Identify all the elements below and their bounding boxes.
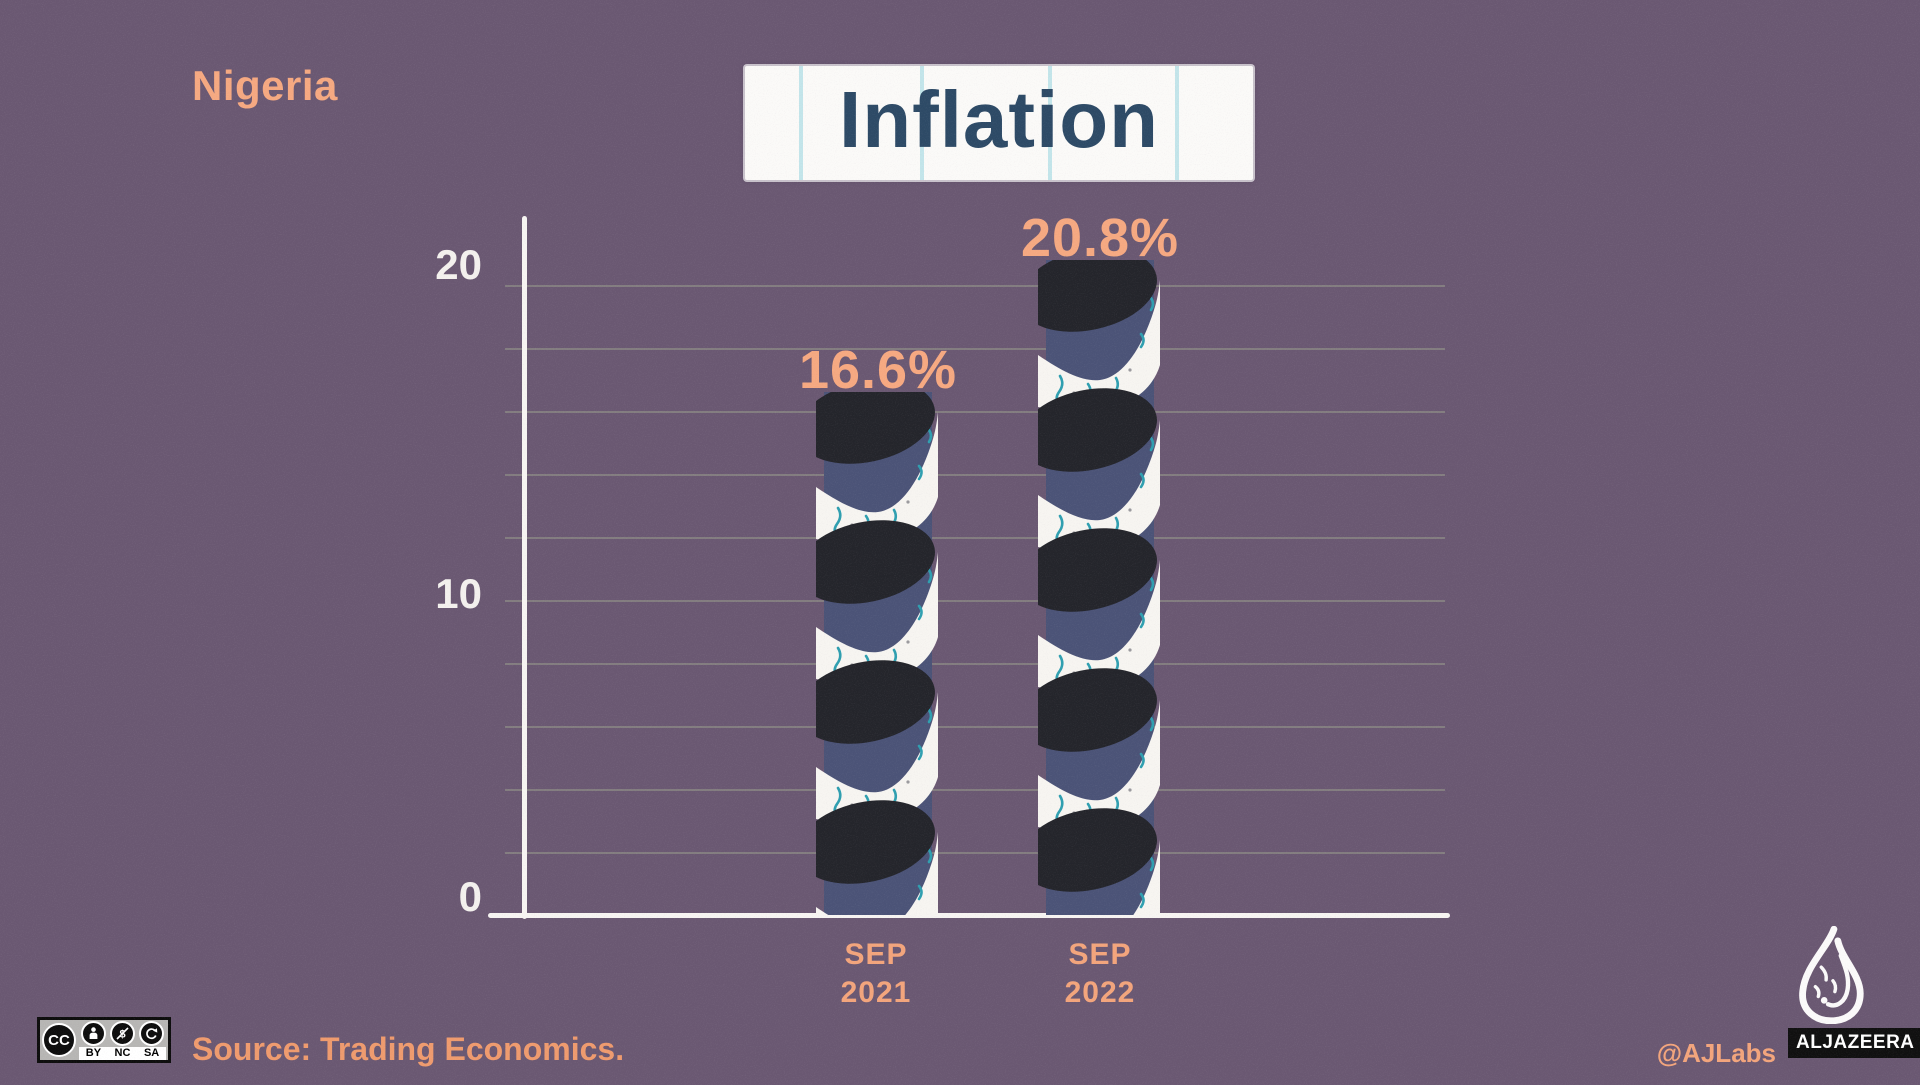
ajlabs-credit: @AJLabs (1656, 1038, 1776, 1068)
y-axis-tick-label: 0 (458, 873, 482, 920)
cc-nc-icon: $ (110, 1020, 135, 1046)
x-axis-label: SEP 2021 (756, 936, 996, 1012)
cc-nc-label: NC (114, 1046, 131, 1059)
gridline (505, 663, 1445, 665)
bar-sep-2021 (816, 392, 940, 915)
country-label: Nigeria (192, 62, 338, 109)
aljazeera-wordmark: ALJAZEERA (1788, 1028, 1920, 1058)
source-text: Source: Trading Economics. (192, 1031, 625, 1067)
gridline (505, 537, 1445, 539)
x-axis-label-year: 2022 (1064, 976, 1136, 1009)
chart-title: Inflation (838, 75, 1160, 164)
cc-letters: CC (48, 1031, 70, 1049)
gridline (505, 285, 1445, 287)
y-axis-tick-label: 20 (435, 241, 482, 288)
bar-sep-2022 (1038, 260, 1162, 915)
gridline (505, 726, 1445, 728)
gridline (505, 474, 1445, 476)
aljazeera-logo-icon (1799, 926, 1864, 1024)
x-axis-label: SEP 2022 (980, 936, 1220, 1012)
x-axis-label-month: SEP (1068, 938, 1132, 971)
cc-license-badge: CC $ (37, 1017, 171, 1063)
x-axis-label-year: 2021 (840, 976, 912, 1009)
gridline (505, 411, 1445, 413)
x-axis-line (488, 913, 1450, 918)
gridline (505, 789, 1445, 791)
cc-sa-icon (139, 1020, 164, 1046)
y-axis-tick-label: 10 (435, 570, 482, 617)
y-axis-line (522, 216, 527, 919)
cc-by-icon (81, 1020, 106, 1046)
gridline (505, 600, 1445, 602)
x-axis-label-month: SEP (844, 938, 908, 971)
chart-title-box: Inflation (745, 66, 1253, 180)
cc-by-label: BY (85, 1046, 102, 1059)
gridline (505, 852, 1445, 854)
cc-sa-label: SA (143, 1046, 160, 1059)
cc-icon: CC (42, 1023, 76, 1057)
